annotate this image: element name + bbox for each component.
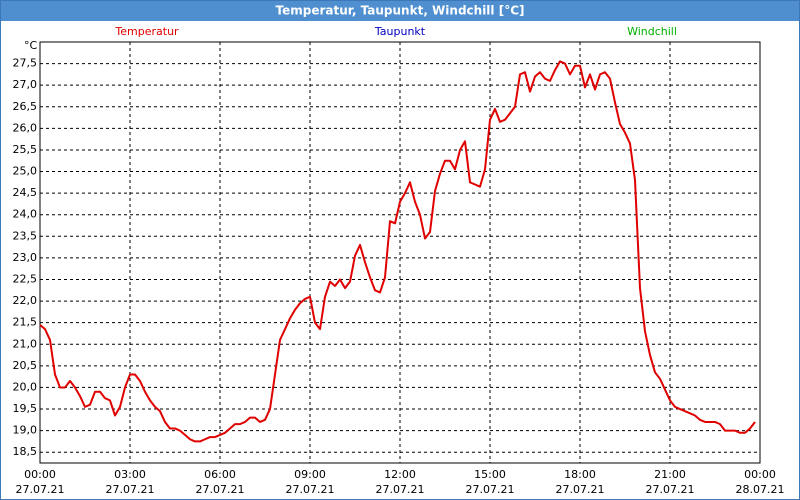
y-tick-label: 25,0 [13, 165, 38, 178]
y-tick-label: 26,0 [13, 121, 38, 134]
x-tick-label: 18:00 [564, 468, 596, 481]
x-tick-date: 27.07.21 [196, 483, 245, 496]
y-tick-label: 24,5 [13, 186, 38, 199]
plot-frame [39, 41, 761, 464]
y-tick-label: 23,0 [13, 251, 38, 264]
x-tick-date: 28.07.21 [736, 483, 785, 496]
y-tick-label: 22,5 [13, 272, 38, 285]
y-tick-label: 24,0 [13, 208, 38, 221]
y-tick-label: 26,5 [13, 100, 38, 113]
x-tick-date: 27.07.21 [16, 483, 65, 496]
x-tick-label: 06:00 [204, 468, 236, 481]
y-unit: °C [24, 39, 38, 52]
y-tick-label: 21,5 [13, 316, 38, 329]
x-tick-date: 27.07.21 [646, 483, 695, 496]
y-tick-label: 22,0 [13, 294, 38, 307]
y-tick-label: 18,5 [13, 445, 38, 458]
x-tick-label: 15:00 [474, 468, 506, 481]
legend-entry: Windchill [627, 25, 677, 38]
window-title: Temperatur, Taupunkt, Windchill [°C] [276, 4, 525, 18]
y-tick-label: 19,0 [13, 424, 38, 437]
y-tick-label: 21,0 [13, 337, 38, 350]
y-tick-label: 20,5 [13, 359, 38, 372]
x-tick-date: 27.07.21 [376, 483, 425, 496]
y-tick-label: 27,0 [13, 78, 38, 91]
legend-entry: Temperatur [114, 25, 179, 38]
y-tick-label: 19,5 [13, 402, 38, 415]
x-tick-label: 03:00 [114, 468, 146, 481]
y-tick-label: 27,5 [13, 57, 38, 70]
y-tick-label: 23,5 [13, 229, 38, 242]
series-line [39, 60, 756, 443]
x-tick-label: 12:00 [384, 468, 416, 481]
x-tick-label: 00:00 [24, 468, 56, 481]
legend-entry: Taupunkt [374, 25, 426, 38]
x-tick-date: 27.07.21 [556, 483, 605, 496]
x-tick-date: 27.07.21 [106, 483, 155, 496]
x-tick-date: 27.07.21 [286, 483, 335, 496]
y-tick-label: 25,5 [13, 143, 38, 156]
x-tick-label: 09:00 [294, 468, 326, 481]
title-bar [0, 0, 800, 21]
y-tick-label: 20,0 [13, 380, 38, 393]
x-tick-label: 00:00 [744, 468, 776, 481]
x-tick-label: 21:00 [654, 468, 686, 481]
x-tick-date: 27.07.21 [466, 483, 515, 496]
